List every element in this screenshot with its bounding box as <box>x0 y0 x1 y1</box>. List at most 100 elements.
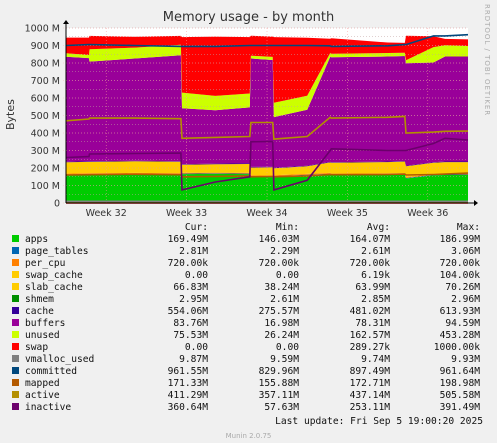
legend-avg-value: 172.71M <box>349 378 390 389</box>
legend-min-value: 155.88M <box>258 378 299 389</box>
last-update-text: Last update: Fri Sep 5 19:00:20 2025 <box>275 416 483 427</box>
legend-max-value: 505.58M <box>439 390 480 401</box>
legend-name-cell: swap <box>12 342 140 354</box>
legend-row: unused 75.53M 26.24M 162.57M 453.28M <box>12 330 480 342</box>
legend-cur-value: 720.00k <box>167 258 208 269</box>
legend-max-value: 2.96M <box>451 294 480 305</box>
legend-cur-value: 554.06M <box>167 306 208 317</box>
legend-avg-value: 63.99M <box>355 282 390 293</box>
legend-table: Cur: Min: Avg: Max: apps 169.49M 146.03M 16… <box>12 222 480 414</box>
legend-max-value: 391.49M <box>439 402 480 413</box>
y-tick-label: 0 <box>54 199 60 210</box>
legend-min-value: 829.96M <box>258 366 299 377</box>
line-active <box>65 115 469 140</box>
legend-avg-value: 164.07M <box>349 234 390 245</box>
legend-series-name: swap_cache <box>25 270 83 281</box>
line-committed <box>65 33 469 48</box>
y-tick-label: 100 M <box>31 181 60 192</box>
legend-row: vmalloc_used 9.87M 9.59M 9.74M 9.93M <box>12 354 480 366</box>
legend-name-cell: active <box>12 390 140 402</box>
area-cache <box>66 55 468 168</box>
legend-name-cell: cache <box>12 306 140 318</box>
x-tick-label: Week 33 <box>166 208 207 219</box>
legend-cur-value: 83.76M <box>173 318 208 329</box>
legend-swatch <box>12 343 19 350</box>
legend-swatch <box>12 271 19 278</box>
legend-cur-value: 2.81M <box>179 246 208 257</box>
x-axis-arrow <box>474 200 478 206</box>
x-tick-label: Week 36 <box>407 208 448 219</box>
legend-avg-value: 720.00k <box>349 258 390 269</box>
x-tick-label: Week 34 <box>246 208 287 219</box>
legend-max-value: 9.93M <box>451 354 480 365</box>
legend-max-value: 720.00k <box>439 258 480 269</box>
legend-cur-value: 75.53M <box>173 330 208 341</box>
legend-series-name: unused <box>25 330 60 341</box>
rrdtool-watermark: RRDTOOL / TOBI OETIKER <box>483 4 495 116</box>
chart-title: Memory usage - by month <box>162 10 335 25</box>
legend-min-value: 275.57M <box>258 306 299 317</box>
legend-max-value: 198.98M <box>439 378 480 389</box>
legend-cur-value: 0.00 <box>184 342 208 353</box>
legend-series-name: cache <box>25 306 54 317</box>
legend-cur-value: 2.95M <box>179 294 208 305</box>
legend-name-cell: inactive <box>12 402 140 414</box>
legend-cur-value: 360.64M <box>167 402 208 413</box>
legend-max-value: 453.28M <box>439 330 480 341</box>
legend-avg-value: 253.11M <box>349 402 390 413</box>
legend-row: swap_cache 0.00 0.00 6.19k 104.00k <box>12 270 480 282</box>
legend-min-value: 146.03M <box>258 234 299 245</box>
legend-row: per_cpu 720.00k 720.00k 720.00k 720.00k <box>12 258 480 270</box>
legend-swatch <box>12 355 19 362</box>
legend-min-value: 26.24M <box>264 330 299 341</box>
legend-avg-value: 78.31M <box>355 318 390 329</box>
chart-plot: 0 100 M 200 M 300 M 400 M 500 M 600 M 700 M 800 … <box>25 20 478 219</box>
legend-series-name: swap <box>25 342 49 353</box>
legend-avg-value: 6.19k <box>361 270 390 281</box>
legend-avg-value: 2.85M <box>361 294 390 305</box>
legend-name-cell: vmalloc_used <box>12 354 140 366</box>
legend-cur-value: 0.00 <box>184 270 208 281</box>
legend-series-name: active <box>25 390 60 401</box>
area-shmem <box>66 160 468 169</box>
legend-min-value: 16.98M <box>264 318 299 329</box>
legend-row: slab_cache 66.83M 38.24M 63.99M 70.26M <box>12 282 480 294</box>
legend-swatch <box>12 295 19 302</box>
legend-swatch <box>12 235 19 242</box>
x-tick-label: Week 35 <box>327 208 368 219</box>
y-tick-label: 900 M <box>31 41 60 52</box>
y-tick-label: 1000 M <box>25 24 60 35</box>
legend-series-name: apps <box>25 234 49 245</box>
legend-avg-value: 897.49M <box>349 366 390 377</box>
legend-max-value: 186.99M <box>439 234 480 245</box>
legend-header-avg: Avg: <box>366 222 390 233</box>
legend-avg-value: 9.74M <box>361 354 390 365</box>
line-inactive <box>65 137 469 191</box>
legend-row: swap 0.00 0.00 289.27k 1000.00k <box>12 342 480 354</box>
legend-name-cell: apps <box>12 234 140 246</box>
y-tick-label: 700 M <box>31 76 60 87</box>
legend-name-cell: per_cpu <box>12 258 140 270</box>
legend-swatch <box>12 247 19 254</box>
legend-avg-value: 162.57M <box>349 330 390 341</box>
legend-row: active 411.29M 357.11M 437.14M 505.58M <box>12 390 480 402</box>
legend-min-value: 2.29M <box>270 246 299 257</box>
legend-swatch <box>12 367 19 374</box>
legend-name-cell: shmem <box>12 294 140 306</box>
legend-swatch <box>12 391 19 398</box>
x-tick-label: Week 32 <box>86 208 127 219</box>
legend-min-value: 0.00 <box>275 342 299 353</box>
legend-series-name: vmalloc_used <box>25 354 95 365</box>
legend-max-value: 613.93M <box>439 306 480 317</box>
legend-min-value: 720.00k <box>258 258 299 269</box>
legend-swatch <box>12 259 19 266</box>
legend-swatch <box>12 403 19 410</box>
munin-version-text: Munin 2.0.75 <box>225 432 272 440</box>
y-tick-label: 500 M <box>31 111 60 122</box>
area-apps <box>66 173 468 203</box>
legend-row: page_tables 2.81M 2.29M 2.61M 3.06M <box>12 246 480 258</box>
legend-min-value: 38.24M <box>264 282 299 293</box>
legend-series-name: page_tables <box>25 246 89 257</box>
y-tick-label: 300 M <box>31 146 60 157</box>
